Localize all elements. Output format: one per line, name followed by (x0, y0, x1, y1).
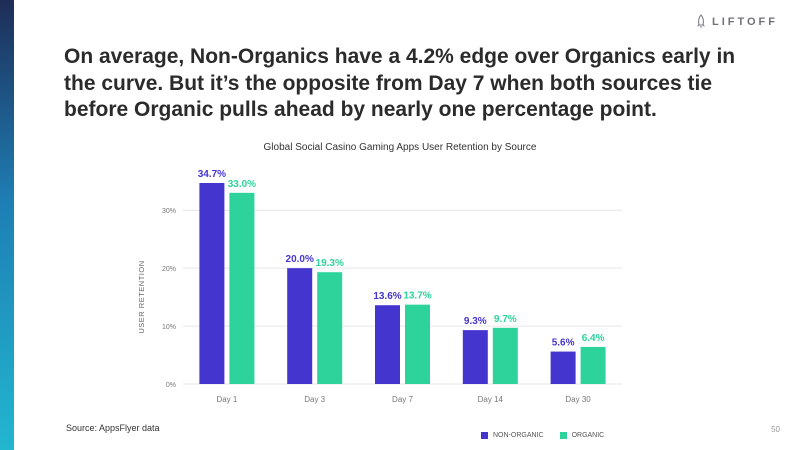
y-tick-label: 0% (166, 382, 176, 389)
data-label: 9.7% (494, 314, 517, 325)
bar-non-organic (287, 268, 313, 384)
data-label: 6.4% (582, 333, 605, 344)
data-label: 13.7% (403, 291, 431, 302)
data-label: 9.3% (464, 316, 487, 327)
bar-organic (229, 192, 255, 384)
y-tick-label: 20% (162, 266, 176, 273)
x-tick-label: Day 30 (565, 395, 591, 404)
data-label: 5.6% (552, 338, 575, 349)
chart-title: Global Social Casino Gaming Apps User Re… (263, 142, 537, 153)
data-label: 34.7% (198, 169, 226, 180)
legend-item-non-organic: NON-ORGANIC (481, 432, 544, 439)
bar-non-organic (550, 351, 576, 384)
liftoff-logo: LIFTOFF (696, 14, 778, 30)
y-axis-title: USER RETENTION (137, 260, 146, 333)
bars (199, 183, 606, 384)
bar-non-organic (375, 305, 400, 384)
bar-non-organic (462, 330, 488, 384)
bar-organic (492, 327, 518, 384)
chart-legend: NON-ORGANIC ORGANIC (481, 432, 604, 439)
bar-non-organic (199, 183, 225, 384)
x-tick-label: Day 14 (478, 395, 504, 404)
axis-labels: 0% 10% 20% 30% USER RETENTION Day 1 Day 3 Day 7… (137, 208, 591, 404)
x-tick-label: Day 3 (304, 395, 325, 404)
bar-organic (405, 304, 430, 384)
legend-item-organic: ORGANIC (559, 432, 605, 439)
legend-swatch-non-organic (481, 432, 488, 439)
data-label: 20.0% (286, 254, 314, 265)
rocket-icon (696, 14, 706, 30)
y-tick-label: 10% (162, 324, 176, 331)
x-tick-label: Day 1 (216, 395, 237, 404)
page-number: 50 (771, 425, 780, 434)
bar-organic (580, 346, 606, 384)
legend-label-non-organic: NON-ORGANIC (493, 432, 544, 439)
x-tick-label: Day 7 (392, 395, 413, 404)
data-labels: 34.7%33.0% 20.0% 19.3% 13.6% 13.7% 9.3% 9.7% 5.… (198, 169, 605, 349)
data-label: 33.0% (228, 179, 256, 190)
source-note: Source: AppsFlyer data (66, 423, 160, 433)
legend-swatch-organic (559, 432, 567, 439)
legend-label-organic: ORGANIC (571, 432, 605, 439)
accent-side-bar (0, 0, 14, 450)
data-label: 19.3% (316, 258, 344, 269)
data-label: 13.6% (373, 291, 401, 302)
bar-organic (317, 272, 343, 384)
slide-headline: On average, Non-Organics have a 4.2% edg… (64, 45, 736, 121)
logo-wordmark: LIFTOFF (711, 16, 778, 28)
gridlines (183, 209, 622, 385)
y-tick-label: 30% (162, 208, 176, 215)
